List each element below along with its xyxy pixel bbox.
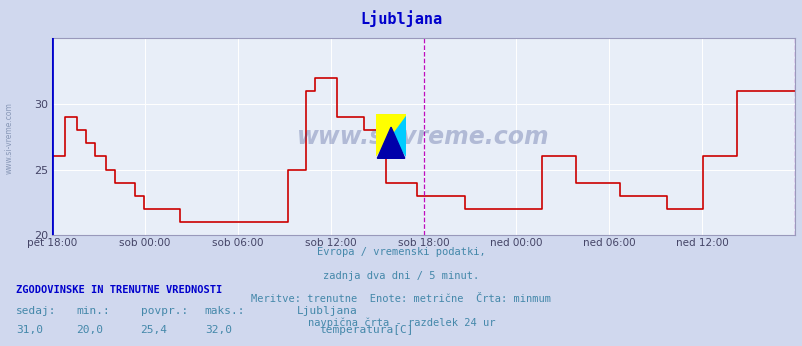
Text: ZGODOVINSKE IN TRENUTNE VREDNOSTI: ZGODOVINSKE IN TRENUTNE VREDNOSTI [16,285,222,295]
Text: 31,0: 31,0 [16,325,43,335]
Text: temperatura[C]: temperatura[C] [319,325,414,335]
Polygon shape [375,114,406,156]
Text: Ljubljana: Ljubljana [360,10,442,27]
Text: 20,0: 20,0 [76,325,103,335]
Text: www.si-vreme.com: www.si-vreme.com [297,125,549,149]
Text: Meritve: trenutne  Enote: metrične  Črta: minmum: Meritve: trenutne Enote: metrične Črta: … [251,294,551,304]
Text: www.si-vreme.com: www.si-vreme.com [5,102,14,174]
Text: zadnja dva dni / 5 minut.: zadnja dva dni / 5 minut. [323,271,479,281]
Polygon shape [375,114,406,156]
Text: Ljubljana: Ljubljana [297,306,358,316]
Text: Evropa / vremenski podatki,: Evropa / vremenski podatki, [317,247,485,257]
Polygon shape [377,127,404,158]
Text: 25,4: 25,4 [140,325,168,335]
Text: min.:: min.: [76,306,110,316]
Text: navpična črta - razdelek 24 ur: navpična črta - razdelek 24 ur [307,318,495,328]
Text: sedaj:: sedaj: [16,306,56,316]
Text: 32,0: 32,0 [205,325,232,335]
Text: povpr.:: povpr.: [140,306,188,316]
Text: maks.:: maks.: [205,306,245,316]
